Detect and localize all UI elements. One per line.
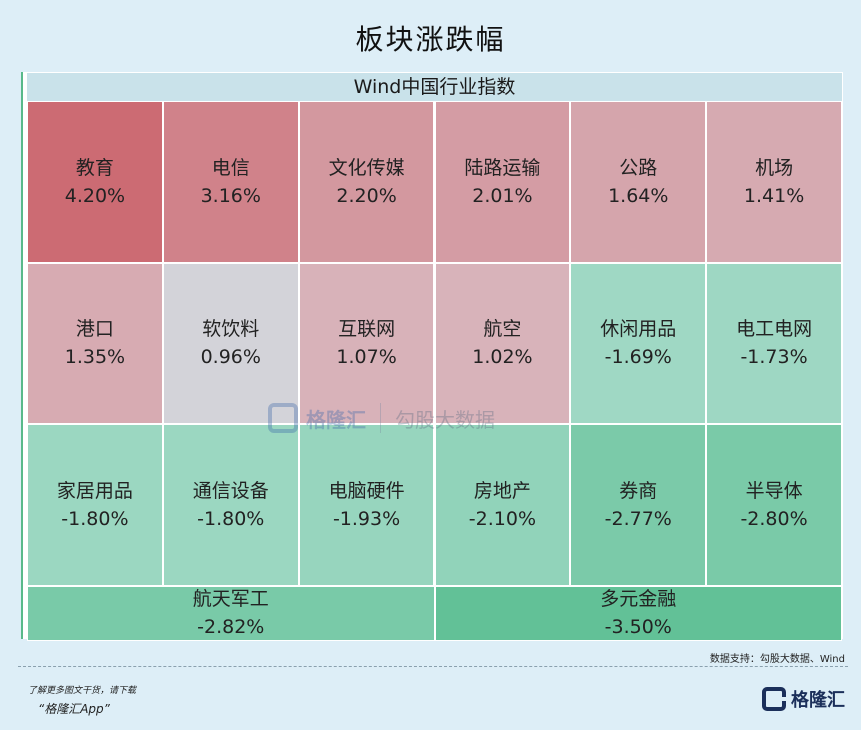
heatmap-cell-name: 房地产 (473, 479, 531, 502)
heatmap-cell-value: -2.80% (740, 507, 808, 530)
heatmap-cell: 公路 1.64% (570, 101, 707, 263)
heatmap-cell-value: 0.96% (200, 346, 261, 369)
heatmap-cell-value: 1.07% (336, 346, 397, 369)
heatmap-cell-name: 券商 (619, 479, 658, 502)
footer-line-1: 了解更多图文干货，请下载 (28, 686, 137, 696)
heatmap-cell-value: -1.93% (332, 507, 401, 530)
panel-accent-line (21, 72, 24, 639)
footer-line-2: “格隆汇App” (38, 702, 110, 716)
heatmap-cell-value: 1.41% (743, 184, 805, 207)
heatmap-cell-name: 半导体 (745, 479, 803, 502)
heatmap-cell: 半导体 -2.80% (706, 424, 842, 586)
heatmap-header: Wind中国行业指数 (27, 73, 842, 101)
heatmap-cell-name: 港口 (75, 318, 114, 341)
heatmap-cell-name: 休闲用品 (600, 318, 677, 341)
heatmap-cell: 家居用品 -1.80% (27, 424, 163, 586)
heatmap-cell-name: 航天军工 (192, 588, 269, 610)
heatmap-cell-value: -1.73% (740, 346, 808, 369)
heatmap-cell: 多元金融 -3.50% (434, 585, 842, 641)
heatmap-cell-value: -2.77% (604, 507, 672, 530)
gelonghui-logo-icon (762, 687, 786, 711)
heatmap-cell-name: 陆路运输 (464, 156, 541, 179)
heatmap-cell-name: 家居用品 (56, 479, 133, 502)
chart-title: 板块涨跌幅 (355, 23, 506, 56)
footer-divider (18, 666, 848, 667)
heatmap-cell-value: 1.64% (608, 184, 669, 207)
heatmap-cell: 休闲用品 -1.69% (570, 262, 707, 424)
heatmap-cell: 航天军工 -2.82% (27, 585, 435, 641)
heatmap-cell: 券商 -2.77% (570, 424, 707, 586)
heatmap-cell: 房地产 -2.10% (434, 424, 571, 586)
heatmap-cell-value: -1.69% (604, 346, 672, 369)
heatmap-cell: 软饮料 0.96% (162, 262, 299, 424)
heatmap-cell-name: 互联网 (338, 318, 396, 341)
heatmap-cell: 互联网 1.07% (298, 262, 435, 424)
heatmap-cell-name: 文化传媒 (328, 156, 405, 179)
heatmap-cell-name: 公路 (619, 156, 658, 179)
heatmap-cell: 港口 1.35% (27, 262, 163, 424)
heatmap-cell: 教育 4.20% (27, 101, 163, 263)
heatmap-cell-name: 航空 (483, 318, 522, 341)
brand-logo: 格隆汇 (762, 686, 845, 712)
heatmap-cell-name: 电工电网 (736, 318, 813, 341)
data-source: 数据支持：勾股大数据、Wind (709, 654, 845, 665)
heatmap-cell-value: 1.35% (64, 346, 126, 369)
heatmap-cell-value: 2.01% (472, 184, 533, 207)
heatmap-cell-name: 软饮料 (202, 318, 260, 341)
heatmap-cell-value: -3.50% (604, 616, 672, 638)
heatmap-cell-value: -2.82% (197, 616, 265, 638)
heatmap-cell: 电信 3.16% (162, 101, 299, 263)
heatmap-cell: 通信设备 -1.80% (162, 424, 299, 586)
heatmap-cell-name: 电信 (211, 156, 250, 179)
heatmap-cell: 文化传媒 2.20% (298, 101, 435, 263)
heatmap-cell-value: 1.02% (472, 346, 533, 369)
heatmap-cell: 电脑硬件 -1.93% (298, 424, 435, 586)
heatmap-cell-value: 2.20% (336, 184, 397, 207)
heatmap-cell-name: 多元金融 (600, 588, 677, 610)
heatmap-cell: 机场 1.41% (706, 101, 842, 263)
heatmap-cell-value: 4.20% (64, 184, 126, 207)
heatmap-cell-name: 通信设备 (192, 479, 269, 502)
heatmap-cell-name: 电脑硬件 (328, 479, 405, 502)
heatmap-cell-value: -1.80% (61, 507, 129, 530)
heatmap-cell-name: 机场 (755, 156, 794, 179)
heatmap-cell-value: 3.16% (200, 184, 261, 207)
logo-text: 格隆汇 (791, 690, 845, 711)
heatmap-cell-value: -1.80% (197, 507, 265, 530)
heatmap-cell-name: 教育 (75, 156, 114, 179)
heatmap-cell: 电工电网 -1.73% (706, 262, 842, 424)
heatmap-cell: 陆路运输 2.01% (434, 101, 571, 263)
heatmap-cell-value: -2.10% (468, 507, 537, 530)
heatmap-cell: 航空 1.02% (434, 262, 571, 424)
